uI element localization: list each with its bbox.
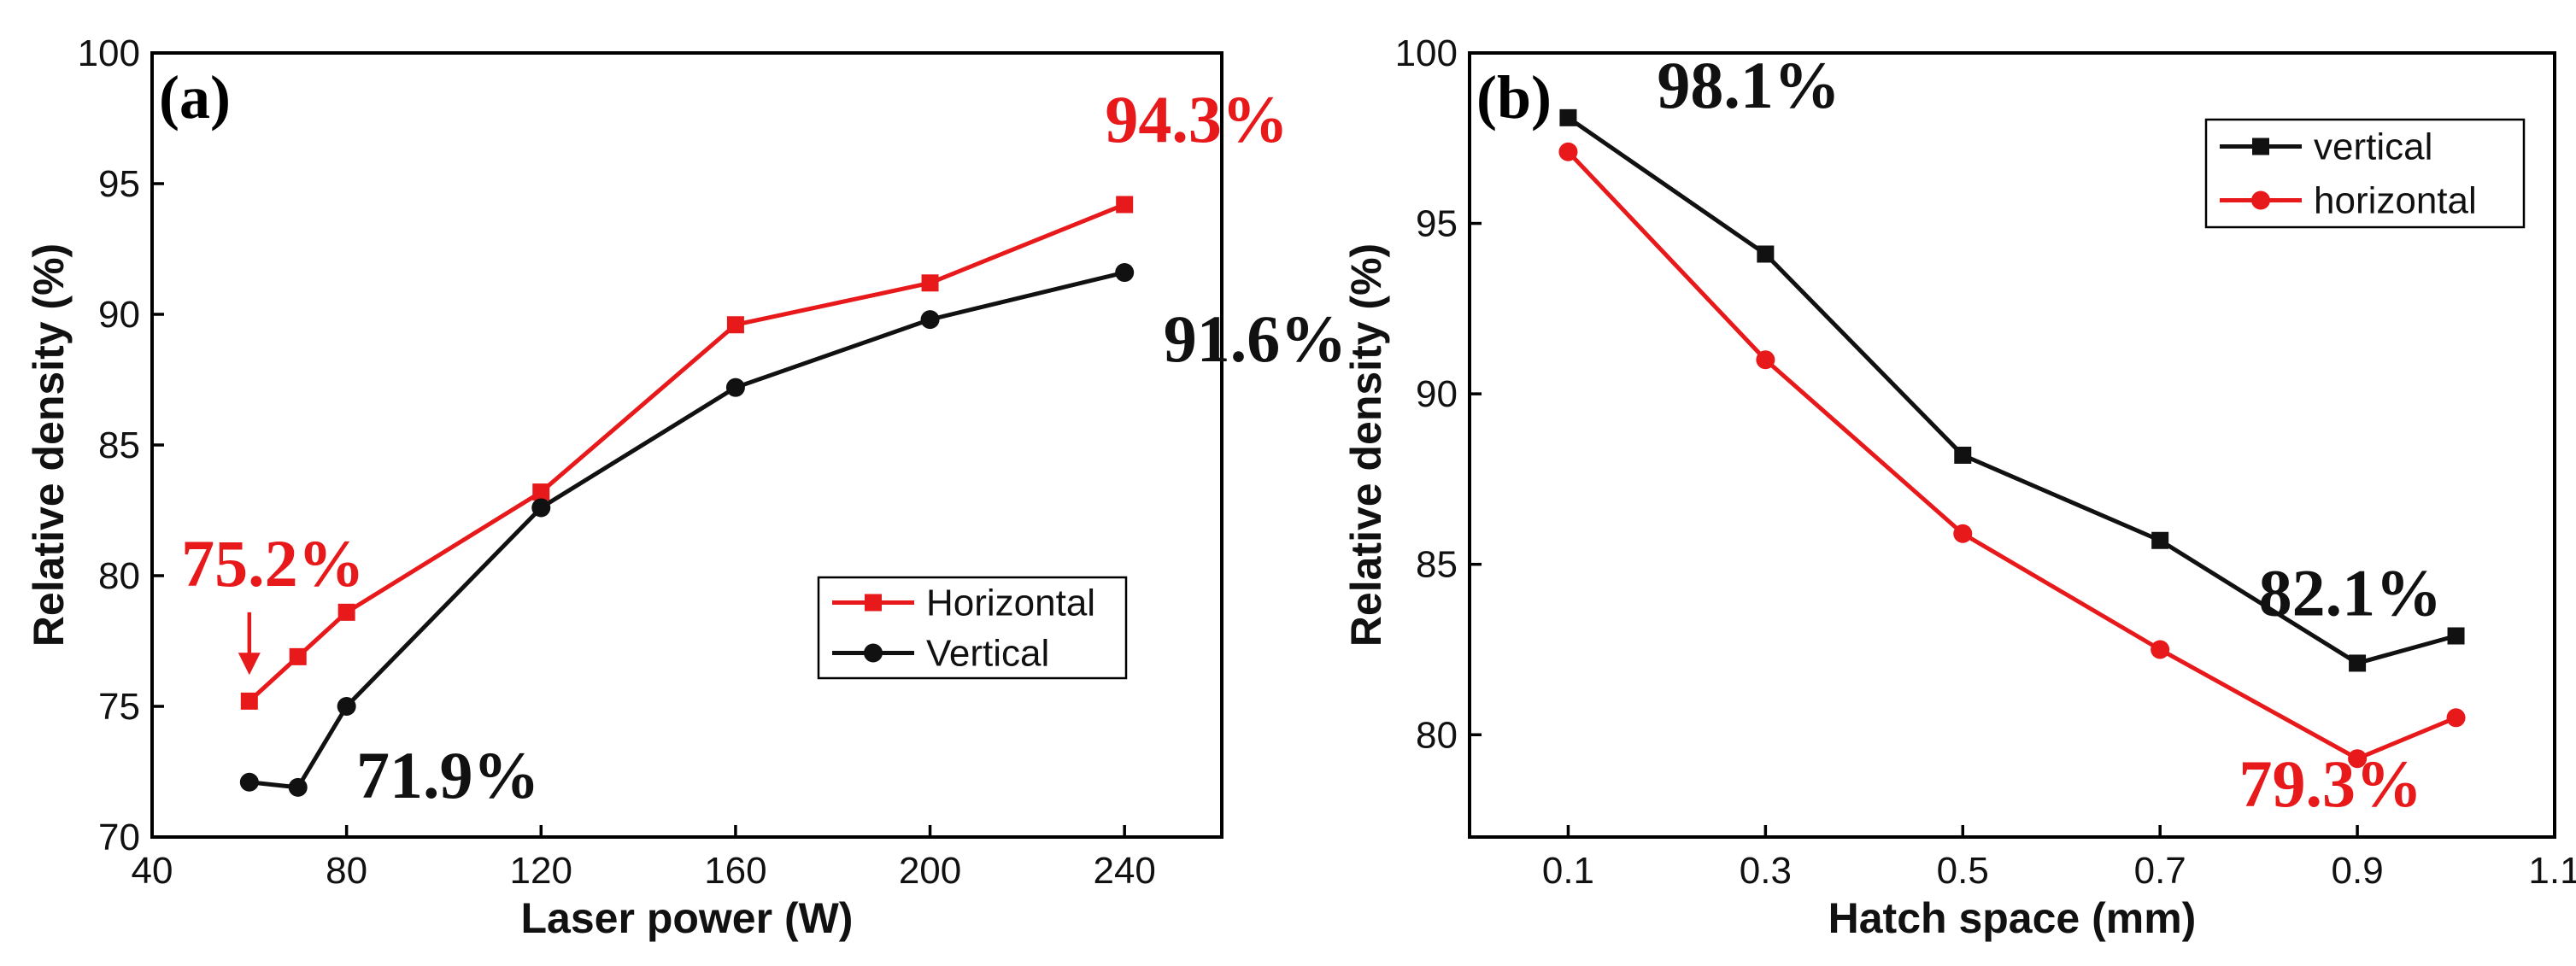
legend-swatch-marker <box>2251 190 2270 210</box>
legend-label: horizontal <box>2314 180 2477 222</box>
x-tick-label: 0.5 <box>1937 850 1989 892</box>
x-tick-label: 40 <box>132 850 173 892</box>
x-tick-label: 0.9 <box>2332 850 2384 892</box>
y-tick-label: 100 <box>1395 32 1458 74</box>
plot-frame <box>150 51 1223 839</box>
annotation-arrow-head <box>238 653 261 676</box>
x-tick-label: 240 <box>1093 850 1155 892</box>
value-annotation: 75.2% <box>181 526 364 600</box>
legend-swatch-marker <box>2252 138 2269 155</box>
data-point-horizontal <box>289 647 307 665</box>
y-tick-label: 90 <box>1416 373 1458 415</box>
y-tick-label: 70 <box>98 817 140 858</box>
y-tick-label: 90 <box>98 294 140 336</box>
data-point-horizontal <box>1116 196 1134 214</box>
legend-label: Vertical <box>926 633 1049 675</box>
data-point-vertical <box>1954 446 1972 464</box>
legend-label: Horizontal <box>926 583 1095 624</box>
panel-b: 80 85 90 95 100 0.1 0.3 0.5 0.7 0.9 1.1 Hatch space… <box>1342 32 2576 942</box>
data-point-horizontal <box>2446 708 2466 728</box>
data-point-vertical <box>1757 245 1775 263</box>
y-axis-title: Relative density (%) <box>1342 243 1390 647</box>
value-annotation: 71.9% <box>356 738 540 812</box>
data-point-vertical <box>1559 108 1577 126</box>
data-point-vertical <box>2447 627 2465 645</box>
data-point-vertical <box>1115 263 1135 283</box>
y-tick-label: 75 <box>98 686 140 728</box>
panel-a: 70 75 80 85 90 95 100 40 80 120 160 200 240 Laser pow… <box>25 32 1347 942</box>
y-tick-label: 95 <box>98 163 140 205</box>
series-line-horizontal <box>1566 150 2457 761</box>
data-point-horizontal <box>921 274 939 292</box>
x-tick-label: 120 <box>510 850 572 892</box>
x-tick-label: 80 <box>326 850 367 892</box>
legend-swatch-marker <box>865 594 882 612</box>
data-point-horizontal <box>1756 350 1775 370</box>
data-point-vertical <box>725 378 745 397</box>
data-point-vertical <box>920 310 940 330</box>
series-line-vertical <box>249 270 1125 790</box>
x-tick-label: 0.1 <box>1542 850 1594 892</box>
data-point-vertical <box>2151 531 2169 549</box>
data-point-horizontal <box>2151 640 2170 659</box>
data-point-horizontal <box>1953 524 1973 543</box>
y-tick-label: 80 <box>1416 714 1458 756</box>
x-tick-label: 0.3 <box>1740 850 1792 892</box>
data-point-vertical <box>531 498 551 518</box>
value-annotation: 91.6% <box>1164 302 1347 376</box>
x-tick-label: 0.7 <box>2134 850 2186 892</box>
data-point-horizontal <box>2348 749 2368 769</box>
value-annotation: 94.3% <box>1105 82 1288 156</box>
data-point-horizontal <box>337 603 355 621</box>
data-point-vertical <box>337 697 356 716</box>
y-tick-label: 85 <box>1416 544 1458 586</box>
data-point-vertical <box>2349 654 2367 672</box>
value-annotation: 82.1% <box>2259 556 2443 630</box>
data-point-horizontal <box>1558 142 1578 161</box>
plot-frame <box>1468 51 2556 839</box>
data-point-horizontal <box>240 692 258 710</box>
legend-label: vertical <box>2314 126 2432 168</box>
x-axis-title: Laser power (W) <box>521 894 854 942</box>
series-line-vertical <box>1567 115 2457 665</box>
x-tick-label: 200 <box>899 850 961 892</box>
y-tick-label: 80 <box>98 555 140 597</box>
legend-swatch-marker <box>864 643 883 663</box>
x-axis-title: Hatch space (mm) <box>1828 894 2197 942</box>
x-tick-label: 1.1 <box>2528 850 2576 892</box>
value-annotation: 98.1% <box>1657 48 1840 122</box>
data-point-vertical <box>288 777 308 797</box>
value-annotation: 79.3% <box>2239 746 2423 821</box>
panel-label: (b) <box>1476 63 1552 132</box>
data-point-horizontal <box>726 316 744 334</box>
y-tick-label: 95 <box>1416 203 1458 245</box>
data-point-vertical <box>239 772 259 792</box>
y-axis-title: Relative density (%) <box>25 243 73 647</box>
data-point-horizontal <box>532 483 550 501</box>
x-tick-label: 160 <box>704 850 766 892</box>
y-tick-label: 100 <box>78 32 140 74</box>
y-tick-label: 85 <box>98 424 140 466</box>
panel-label: (a) <box>159 63 231 132</box>
